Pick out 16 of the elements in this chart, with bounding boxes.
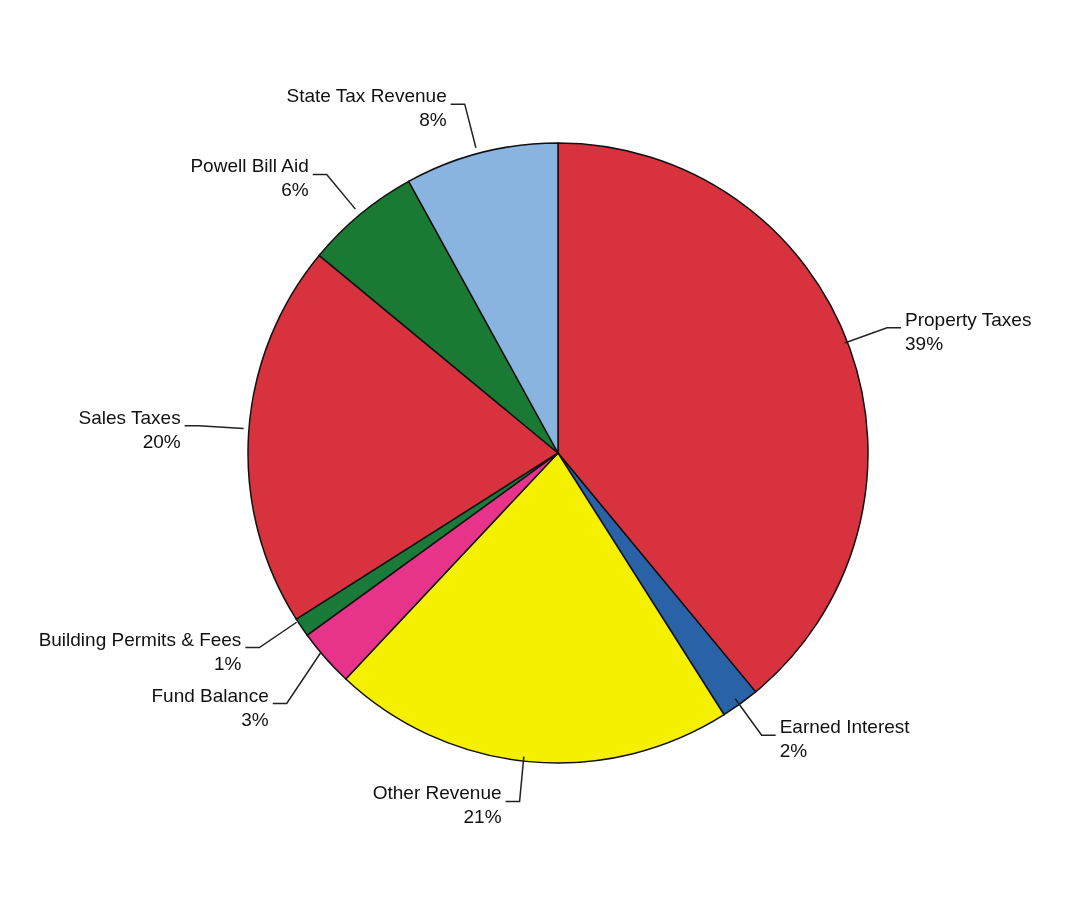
slice-label: Fund Balance (151, 684, 269, 706)
data-label: 20% (142, 430, 181, 452)
slice-label: State Tax Revenue (286, 85, 447, 107)
data-label: 6% (281, 179, 309, 201)
slice-label: Building Permits & Fees (38, 628, 242, 650)
data-label: 21% (463, 806, 502, 828)
data-label: 3% (241, 708, 269, 730)
data-label: 1% (213, 652, 242, 674)
slice-label: Earned Interest (779, 716, 911, 738)
slice-label: Property Taxes (905, 308, 1032, 330)
data-label: 8% (419, 109, 447, 131)
slice-label: Sales Taxes (78, 406, 181, 428)
data-label: 2% (779, 740, 808, 762)
slice-label: Other Revenue (372, 782, 502, 804)
data-label: 39% (905, 332, 944, 354)
slice-label: Powell Bill Aid (190, 155, 309, 177)
